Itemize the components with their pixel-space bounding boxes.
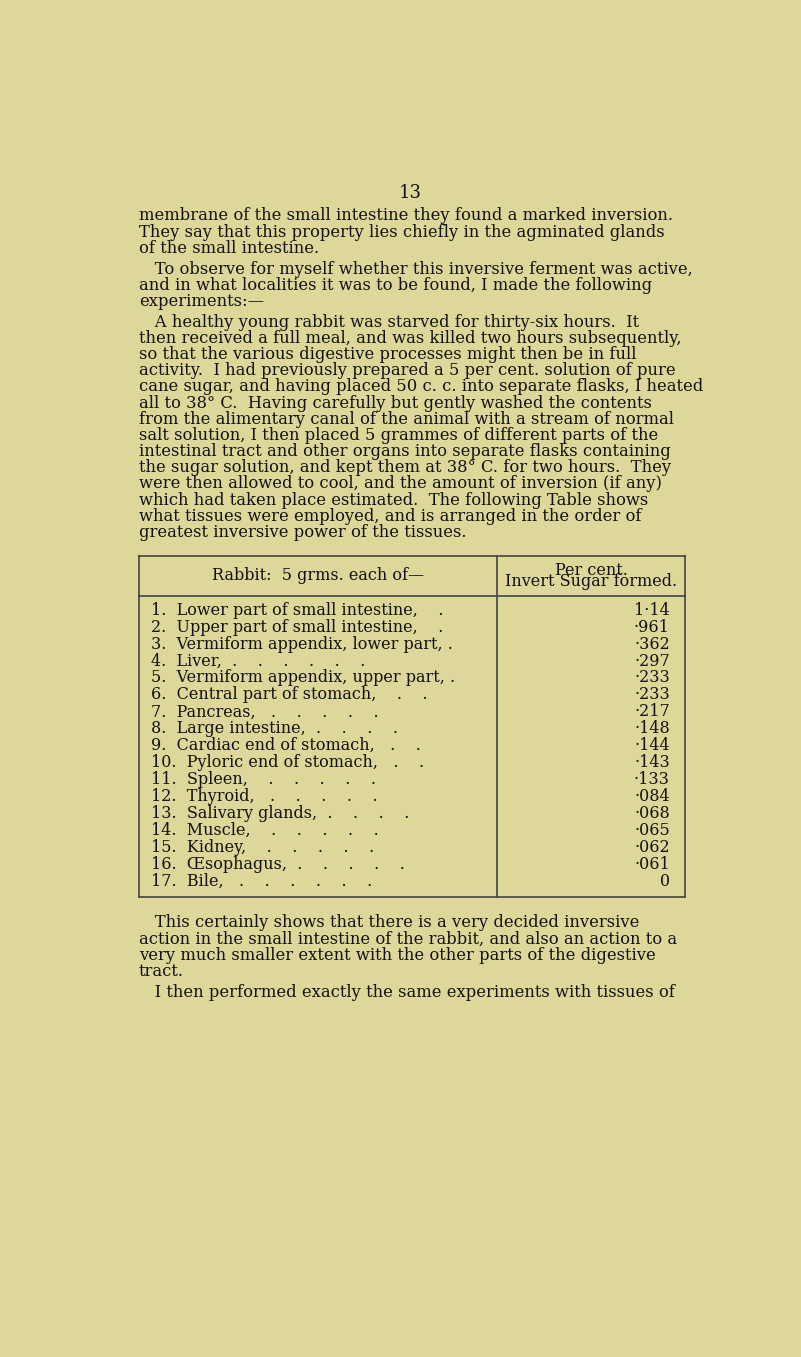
Text: so that the various digestive processes might then be in full: so that the various digestive processes … [139, 346, 636, 364]
Text: from the alimentary canal of the animal with a stream of normal: from the alimentary canal of the animal … [139, 411, 674, 427]
Text: 10.  Pyloric end of stomach,   .    .: 10. Pyloric end of stomach, . . [151, 754, 425, 771]
Text: 15.  Kidney,    .    .    .    .    .: 15. Kidney, . . . . . [151, 839, 375, 856]
Text: ·068: ·068 [634, 805, 670, 822]
Text: 8.  Large intestine,  .    .    .    .: 8. Large intestine, . . . . [151, 721, 398, 737]
Text: ·133: ·133 [634, 771, 670, 788]
Text: ·148: ·148 [634, 721, 670, 737]
Text: ·144: ·144 [634, 737, 670, 754]
Text: ·143: ·143 [634, 754, 670, 771]
Text: 13.  Salivary glands,  .    .    .    .: 13. Salivary glands, . . . . [151, 805, 409, 822]
Text: intestinal tract and other organs into separate flasks containing: intestinal tract and other organs into s… [139, 444, 670, 460]
Text: Invert Sugar formed.: Invert Sugar formed. [505, 573, 677, 590]
Text: 16.  Œsophagus,  .    .    .    .    .: 16. Œsophagus, . . . . . [151, 856, 405, 873]
Text: 4.  Liver,  .    .    .    .    .    .: 4. Liver, . . . . . . [151, 653, 365, 669]
Text: Per cent.: Per cent. [554, 562, 627, 578]
Text: ·061: ·061 [634, 856, 670, 873]
Text: activity.  I had previously prepared a 5 per cent. solution of pure: activity. I had previously prepared a 5 … [139, 362, 675, 379]
Text: 5.  Vermiform appendix, upper part, .: 5. Vermiform appendix, upper part, . [151, 669, 456, 687]
Text: ·362: ·362 [634, 635, 670, 653]
Text: ·233: ·233 [634, 669, 670, 687]
Text: To observe for myself whether this inversive ferment was active,: To observe for myself whether this inver… [139, 261, 693, 278]
Text: 3.  Vermiform appendix, lower part, .: 3. Vermiform appendix, lower part, . [151, 635, 453, 653]
Text: of the small intestine.: of the small intestine. [139, 240, 319, 256]
Text: the sugar solution, and kept them at 38° C. for two hours.  They: the sugar solution, and kept them at 38°… [139, 459, 671, 476]
Text: 6.  Central part of stomach,    .    .: 6. Central part of stomach, . . [151, 687, 428, 703]
Text: ·084: ·084 [634, 788, 670, 805]
Text: Rabbit:  5 grms. each of—: Rabbit: 5 grms. each of— [211, 567, 424, 584]
Text: 7.  Pancreas,   .    .    .    .    .: 7. Pancreas, . . . . . [151, 703, 379, 721]
Text: 0: 0 [660, 873, 670, 890]
Text: cane sugar, and having placed 50 c. c. into separate flasks, I heated: cane sugar, and having placed 50 c. c. i… [139, 379, 703, 395]
Text: all to 38° C.  Having carefully but gently washed the contents: all to 38° C. Having carefully but gentl… [139, 395, 652, 411]
Text: 13: 13 [399, 185, 421, 202]
Text: 14.  Muscle,    .    .    .    .    .: 14. Muscle, . . . . . [151, 822, 379, 839]
Text: They say that this property lies chiefly in the agminated glands: They say that this property lies chiefly… [139, 224, 665, 240]
Text: were then allowed to cool, and the amount of inversion (if any): were then allowed to cool, and the amoun… [139, 475, 662, 493]
Text: 9.  Cardiac end of stomach,   .    .: 9. Cardiac end of stomach, . . [151, 737, 421, 754]
Text: ·297: ·297 [634, 653, 670, 669]
Text: what tissues were employed, and is arranged in the order of: what tissues were employed, and is arran… [139, 508, 642, 525]
Text: 17.  Bile,   .    .    .    .    .    .: 17. Bile, . . . . . . [151, 873, 372, 890]
Text: ·062: ·062 [634, 839, 670, 856]
Text: membrane of the small intestine they found a marked inversion.: membrane of the small intestine they fou… [139, 208, 673, 224]
Text: 12.  Thyroid,   .    .    .    .    .: 12. Thyroid, . . . . . [151, 788, 378, 805]
Text: ·065: ·065 [634, 822, 670, 839]
Text: action in the small intestine of the rabbit, and also an action to a: action in the small intestine of the rab… [139, 931, 677, 947]
Text: experiments:—: experiments:— [139, 293, 264, 309]
Text: which had taken place estimated.  The following Table shows: which had taken place estimated. The fol… [139, 491, 648, 509]
Text: ·233: ·233 [634, 687, 670, 703]
Text: This certainly shows that there is a very decided inversive: This certainly shows that there is a ver… [139, 915, 639, 931]
Text: tract.: tract. [139, 963, 184, 980]
Text: 11.  Spleen,    .    .    .    .    .: 11. Spleen, . . . . . [151, 771, 376, 788]
Text: then received a full meal, and was killed two hours subsequently,: then received a full meal, and was kille… [139, 330, 682, 347]
Text: salt solution, I then placed 5 grammes of different parts of the: salt solution, I then placed 5 grammes o… [139, 427, 658, 444]
Text: and in what localities it was to be found, I made the following: and in what localities it was to be foun… [139, 277, 652, 294]
Text: greatest inversive power of the tissues.: greatest inversive power of the tissues. [139, 524, 466, 541]
Text: 1.  Lower part of small intestine,    .: 1. Lower part of small intestine, . [151, 601, 444, 619]
Text: ·961: ·961 [634, 619, 670, 635]
Text: 2.  Upper part of small intestine,    .: 2. Upper part of small intestine, . [151, 619, 444, 635]
Text: I then performed exactly the same experiments with tissues of: I then performed exactly the same experi… [139, 984, 674, 1000]
Text: ·217: ·217 [634, 703, 670, 721]
Text: very much smaller extent with the other parts of the digestive: very much smaller extent with the other … [139, 947, 656, 963]
Text: 1·14: 1·14 [634, 601, 670, 619]
Text: A healthy young rabbit was starved for thirty-six hours.  It: A healthy young rabbit was starved for t… [139, 313, 639, 331]
